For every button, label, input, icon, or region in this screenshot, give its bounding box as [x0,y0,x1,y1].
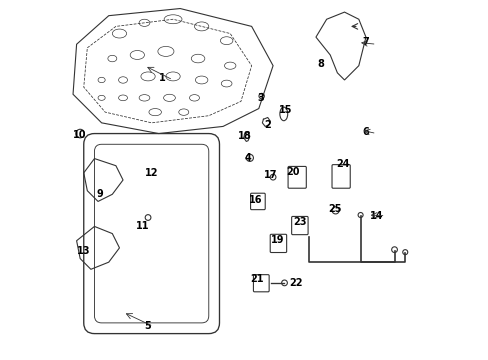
Text: 16: 16 [248,195,262,204]
Text: 8: 8 [317,59,324,69]
Text: 4: 4 [244,153,251,163]
Text: 25: 25 [327,204,341,214]
Text: 2: 2 [264,120,270,130]
Text: 18: 18 [237,131,251,141]
Text: 23: 23 [292,217,306,227]
Text: 24: 24 [335,159,349,169]
Text: 5: 5 [144,321,151,332]
Text: 9: 9 [96,189,103,199]
Text: 11: 11 [136,221,149,231]
Text: 22: 22 [289,278,303,288]
Text: 15: 15 [278,105,292,115]
Text: 1: 1 [159,73,165,83]
Text: 19: 19 [270,235,284,245]
Text: 13: 13 [77,247,90,256]
Text: 21: 21 [250,274,263,284]
Text: 7: 7 [362,37,368,48]
Text: 10: 10 [73,130,87,140]
Text: 3: 3 [257,93,264,103]
Text: 17: 17 [264,170,277,180]
Text: 12: 12 [144,168,158,178]
Text: 6: 6 [362,127,368,137]
Text: 14: 14 [369,211,383,221]
Text: 20: 20 [285,167,299,177]
